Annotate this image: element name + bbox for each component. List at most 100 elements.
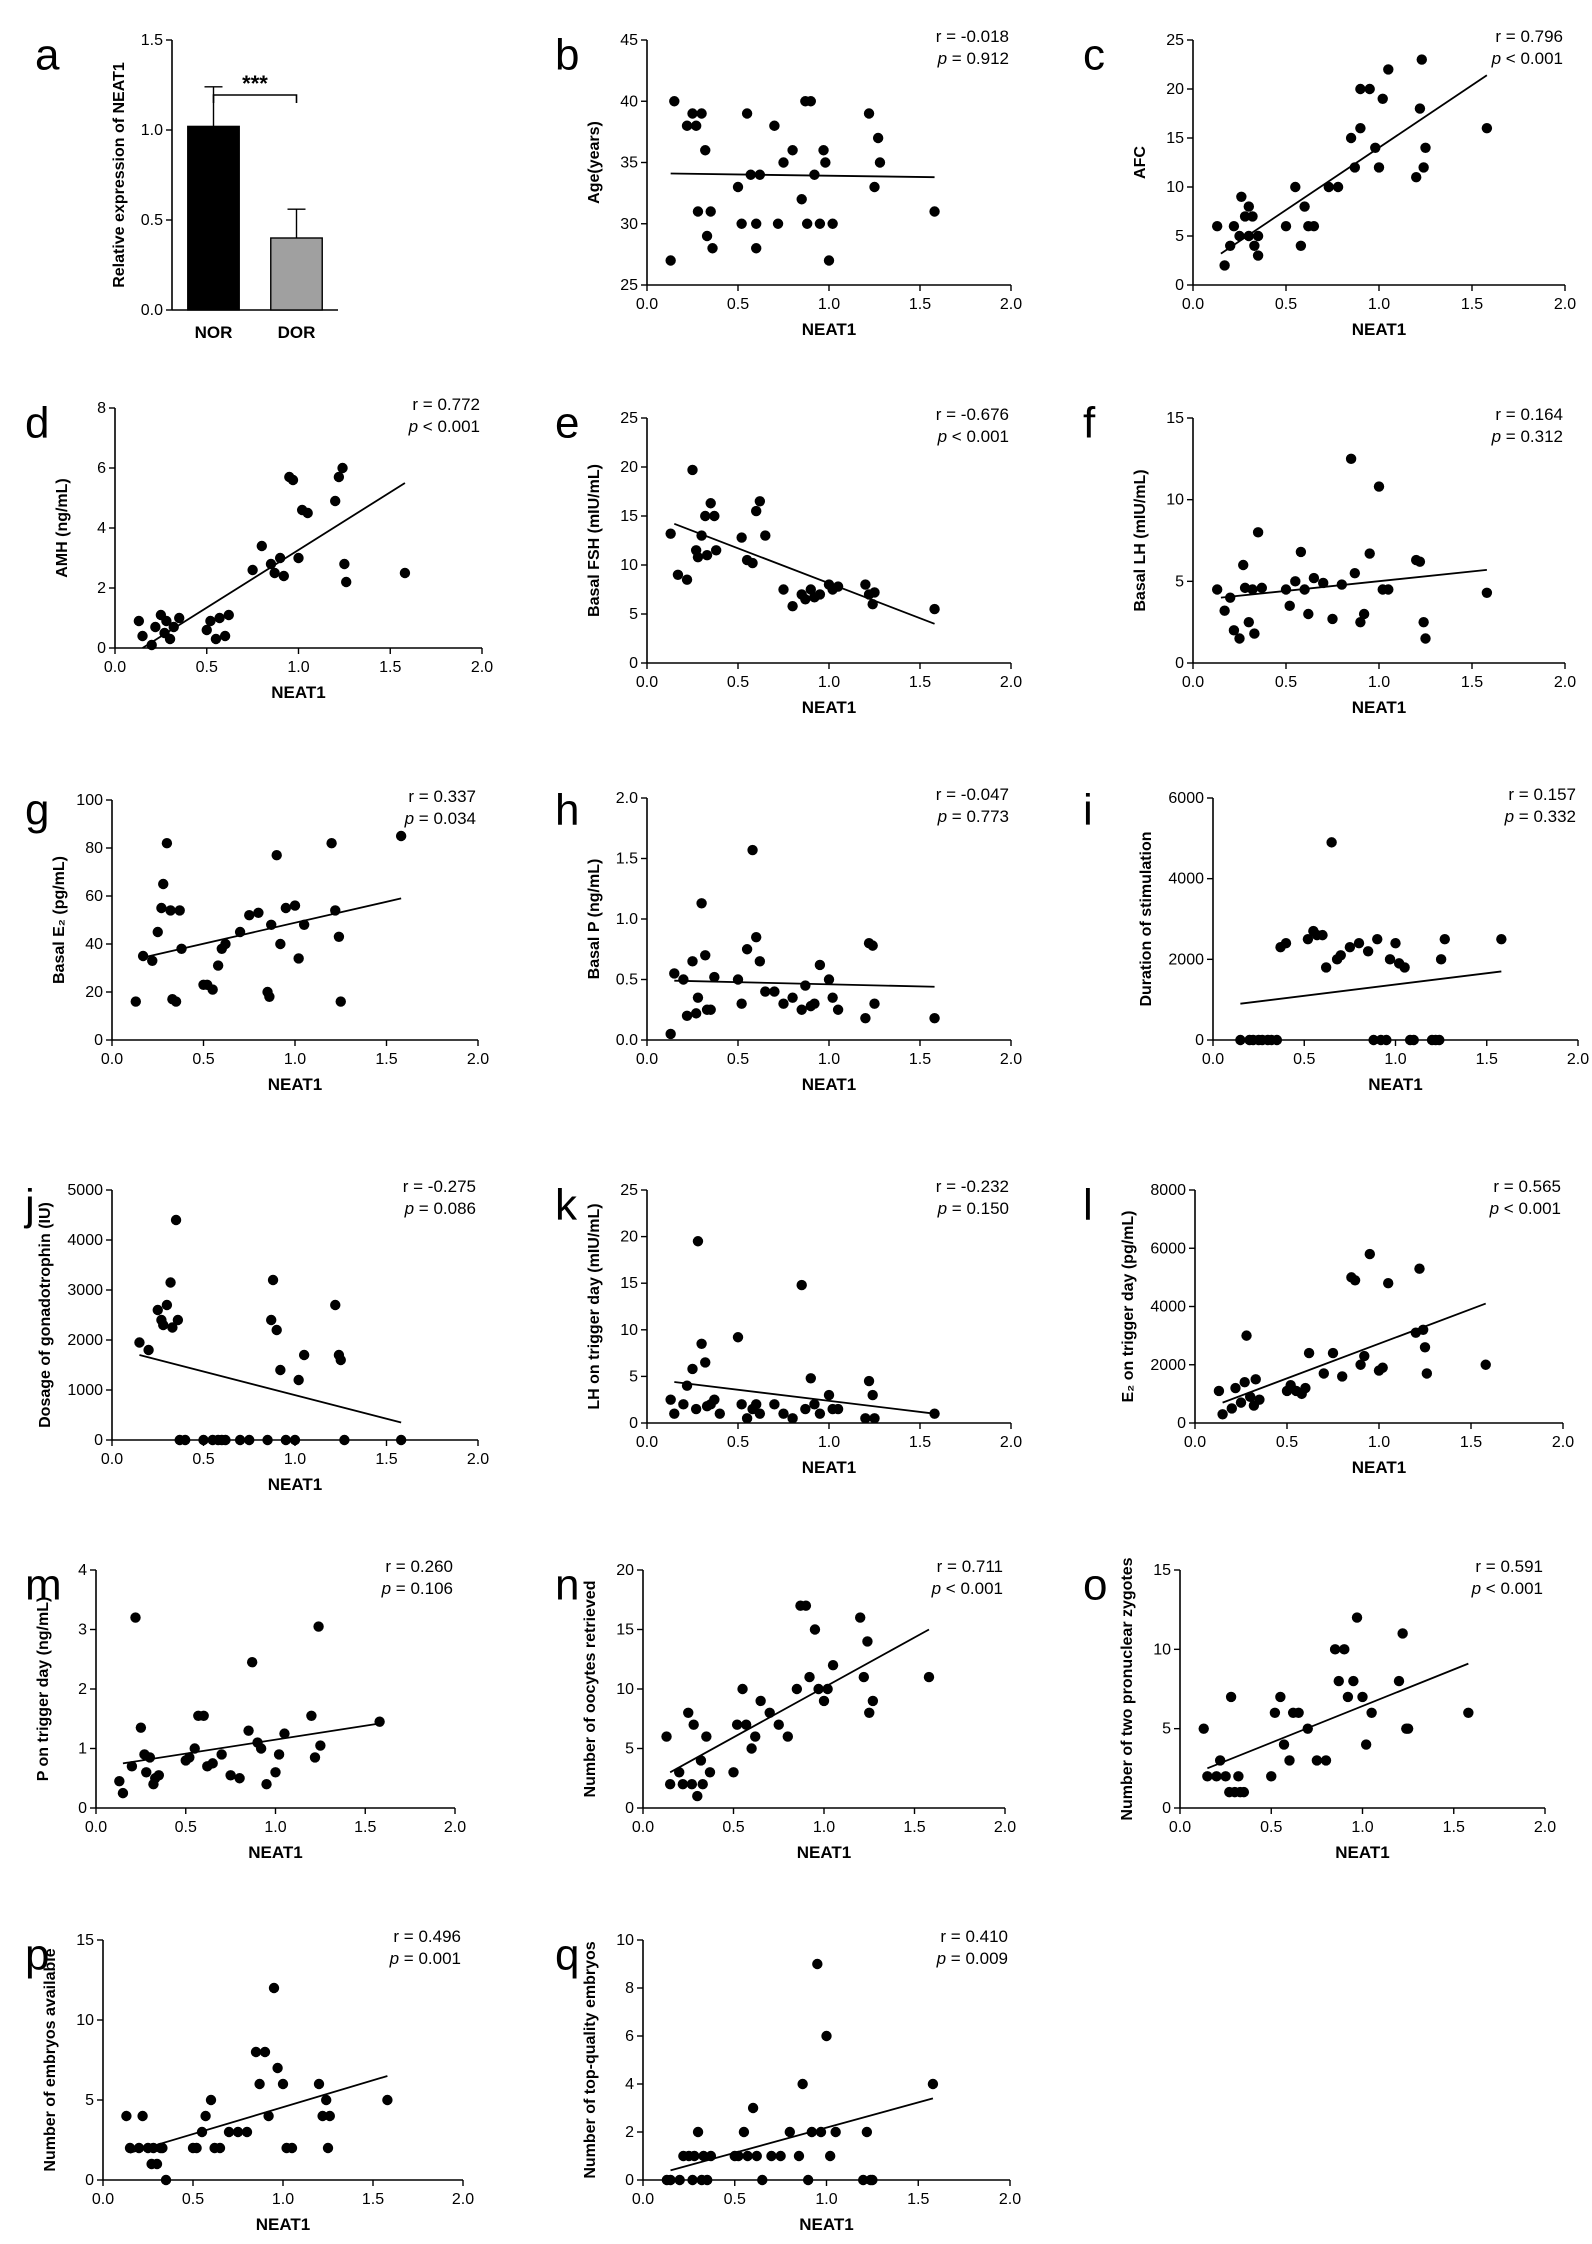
data-point	[687, 108, 698, 119]
data-point	[755, 1695, 766, 1707]
data-point	[144, 1752, 156, 1763]
data-point	[824, 2150, 836, 2162]
y-axis-label: Number of top-quality embryos	[582, 1941, 599, 2178]
data-point	[787, 1413, 798, 1424]
panel-label: b	[555, 31, 579, 80]
data-point	[339, 558, 350, 570]
regression-line	[670, 172, 935, 179]
panel-label: n	[555, 1561, 579, 1610]
data-point	[769, 1399, 780, 1410]
data-point	[161, 1299, 173, 1311]
data-point	[280, 902, 292, 914]
data-point	[862, 1636, 873, 1647]
data-point	[180, 1434, 191, 1446]
data-point	[1278, 1739, 1290, 1750]
y-tick-label: 1.0	[616, 911, 638, 928]
x-tick-label: 2.0	[1000, 296, 1022, 313]
data-point	[241, 2126, 253, 2138]
y-tick-label: 0.5	[141, 212, 163, 229]
panel-q: q 0 2 4 6 8 10 Number of top-quality embryos 0.0…	[555, 1927, 1021, 2234]
data-point	[772, 218, 784, 229]
data-point	[814, 959, 826, 971]
y-tick-label: 10	[616, 1681, 634, 1698]
y-axis-label: Number of oocytes retrieved	[582, 1581, 599, 1798]
regression-line	[669, 1628, 930, 1774]
data-point	[1355, 1359, 1366, 1370]
data-point	[747, 2102, 759, 2114]
x-tick-label: 1.5	[909, 296, 931, 313]
data-point	[1384, 954, 1396, 965]
panel-label: o	[1083, 1561, 1107, 1610]
data-point	[1225, 1691, 1237, 1703]
x-tick-label: 1.5	[909, 1434, 931, 1451]
data-point	[147, 955, 158, 966]
data-point	[1238, 1786, 1250, 1798]
y-axis-label: Basal LH (mIU/mL)	[1132, 469, 1149, 611]
x-tick-label: 0.0	[1169, 1819, 1191, 1836]
data-point	[207, 984, 218, 995]
data-point	[275, 938, 286, 950]
regression-line	[142, 482, 406, 649]
y-tick-label: 3	[78, 1622, 87, 1639]
y-tick-label: 6000	[1150, 1240, 1186, 1257]
x-tick-label: 0.0	[636, 1051, 658, 1068]
p-value-text: < 0.001	[1481, 1579, 1543, 1598]
data-point	[374, 1716, 385, 1727]
y-tick-label: 20	[1166, 81, 1184, 98]
y-tick-label: 1	[78, 1741, 87, 1758]
data-point	[692, 1790, 703, 1802]
x-tick-label: 1.5	[1461, 296, 1483, 313]
data-point	[277, 2078, 289, 2090]
data-point	[678, 1399, 689, 1410]
x-axis-label: NEAT1	[802, 698, 856, 717]
data-point	[746, 1743, 757, 1754]
data-point	[787, 145, 798, 156]
significance-bracket	[212, 94, 298, 103]
p-value-text: < 0.001	[941, 1579, 1003, 1598]
data-point	[1247, 584, 1258, 595]
regression-line	[122, 1722, 380, 1765]
panel-f: f 0 5 10 15 Basal LH (mIU/mL) 0.0 0.5 1.0 1.5 2.0 N…	[1083, 399, 1576, 717]
data-point	[805, 1373, 816, 1384]
data-point	[927, 2078, 939, 2090]
p-symbol: p	[381, 1579, 391, 1598]
data-point	[298, 919, 310, 930]
panel-i: i 0 2000 4000 6000 Duration of stimulation 0.0…	[1083, 785, 1589, 1094]
y-axis-label: AFC	[1132, 146, 1149, 179]
x-tick-label: 0.0	[1202, 1051, 1224, 1068]
panel-o: o 0 5 10 15 Number of two pronuclear zygotes 0…	[1083, 1557, 1556, 1862]
data-point	[687, 464, 698, 476]
data-point	[665, 528, 676, 539]
data-point	[700, 145, 711, 156]
y-tick-label: 25	[1166, 32, 1184, 49]
data-point	[701, 550, 713, 561]
data-point	[335, 996, 346, 1007]
y-tick-label: 20	[620, 459, 638, 476]
data-point	[1399, 962, 1410, 973]
x-tick-label: 1.0	[818, 1051, 840, 1068]
data-point	[1481, 587, 1493, 598]
y-tick-label: 15	[1166, 410, 1184, 427]
data-point	[709, 510, 720, 522]
data-point	[800, 1403, 811, 1415]
y-tick-label: 5	[85, 2092, 94, 2109]
data-point	[1303, 1347, 1315, 1359]
p-symbol: p	[1491, 427, 1501, 446]
data-point	[210, 633, 222, 645]
p-value: p = 0.773	[937, 807, 1009, 826]
data-point	[1211, 1771, 1222, 1782]
data-point	[754, 956, 766, 967]
r-value: r = 0.796	[1495, 27, 1563, 46]
data-point	[275, 1364, 286, 1376]
data-point	[1481, 123, 1493, 134]
x-tick-label: 0.5	[192, 1451, 214, 1468]
data-point	[1308, 572, 1320, 584]
significance-label: ***	[242, 71, 268, 96]
data-point	[751, 1399, 762, 1410]
data-point	[1419, 1342, 1431, 1353]
data-point	[255, 1743, 267, 1754]
x-tick-label: 1.5	[379, 659, 401, 676]
data-point	[741, 1413, 753, 1424]
p-symbol: p	[404, 809, 414, 828]
y-tick-label: 25	[620, 1182, 638, 1199]
